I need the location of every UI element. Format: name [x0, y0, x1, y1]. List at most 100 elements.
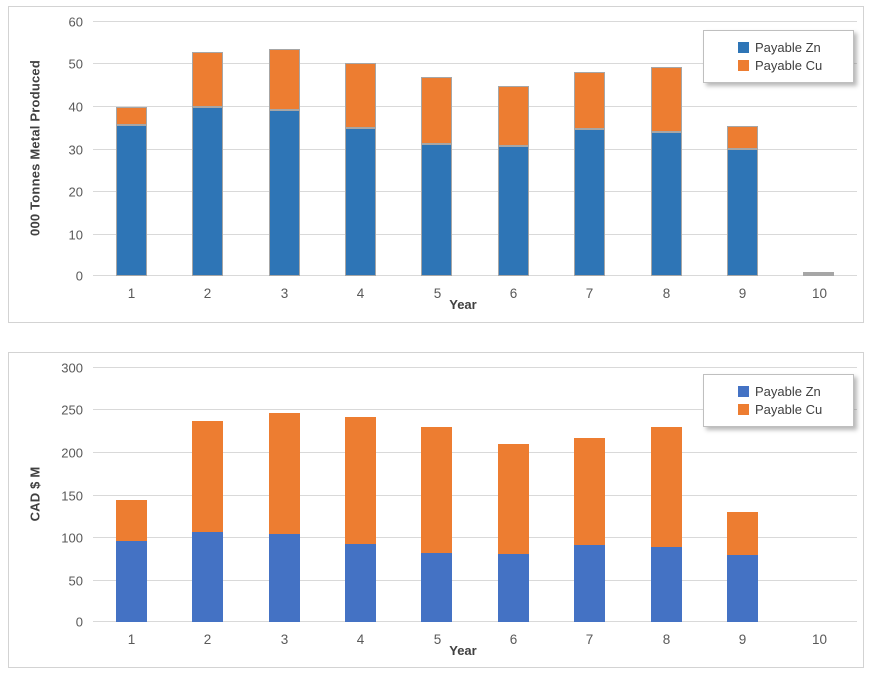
- grid-line: [93, 621, 857, 622]
- bar-stack: [345, 62, 376, 276]
- bar-segment: [498, 443, 529, 554]
- y-tick-label: 50: [68, 573, 83, 588]
- x-tick-label: 9: [738, 632, 747, 647]
- bar-stack: [498, 85, 529, 276]
- bar-segment: [116, 107, 147, 125]
- x-tick-label: 1: [127, 286, 136, 301]
- y-tick-label: 0: [75, 614, 83, 629]
- grid-line: [93, 537, 857, 538]
- bar-stack: [574, 437, 605, 622]
- bar-stack: [116, 500, 147, 622]
- bar-segment: [651, 66, 682, 133]
- y-tick-label: 250: [61, 402, 83, 417]
- legend-item: Payable Cu: [738, 403, 853, 416]
- legend-label: Payable Zn: [755, 384, 821, 399]
- bar-segment: [574, 437, 605, 545]
- grid-line: [93, 367, 857, 368]
- x-tick-label: 10: [811, 632, 828, 647]
- bar-stack: [116, 107, 147, 276]
- x-tick-label: 1: [127, 632, 136, 647]
- bar-stack: [421, 77, 452, 276]
- y-tick-label: 10: [68, 227, 83, 242]
- y-tick-label: 100: [61, 530, 83, 545]
- x-axis-title-production: Year: [449, 297, 477, 312]
- bar-segment: [727, 126, 758, 149]
- bar-segment: [727, 148, 758, 276]
- bar-segment: [269, 110, 300, 276]
- legend-swatch: [738, 60, 749, 71]
- bar-segment: [727, 554, 758, 622]
- bar-segment: [192, 420, 223, 532]
- x-tick-label: 5: [433, 286, 442, 301]
- bar-stack: [727, 512, 758, 622]
- bar-stack: [421, 427, 452, 622]
- bar-segment: [421, 427, 452, 554]
- grid-line: [93, 409, 857, 410]
- x-tick-label: 4: [356, 632, 365, 647]
- bar-segment: [192, 531, 223, 622]
- plot-area-production: 0 10 20 30 40 50 60 1 2 3 4 5 6 7 8 9 10: [69, 14, 857, 301]
- legend-production: Payable Zn Payable Cu: [703, 30, 854, 83]
- y-tick-label: 200: [61, 445, 83, 460]
- bar-segment: [651, 426, 682, 548]
- bar-stack: [269, 49, 300, 276]
- legend-item: Payable Zn: [738, 41, 853, 54]
- x-tick-label: 8: [662, 632, 671, 647]
- bar-segment: [421, 553, 452, 622]
- legend-swatch: [738, 42, 749, 53]
- bar-segment: [269, 534, 300, 622]
- x-tick-label: 2: [203, 632, 212, 647]
- production-chart-panel: 000 Tonnes Metal Produced 0 10 20 30 40 50 60 1…: [8, 6, 864, 323]
- legend-revenue: Payable Zn Payable Cu: [703, 374, 854, 427]
- x-tick-label: 6: [509, 632, 518, 647]
- legend-item: Payable Cu: [738, 59, 853, 72]
- x-tick-label: 3: [280, 286, 289, 301]
- grid-line: [93, 21, 857, 22]
- bar-stack: [574, 71, 605, 276]
- bar-segment: [192, 52, 223, 107]
- x-tick-label: 10: [811, 286, 828, 301]
- bar-stack: [345, 417, 376, 622]
- bar-segment: [651, 547, 682, 622]
- x-tick-label: 6: [509, 286, 518, 301]
- bar-stack: [803, 272, 834, 276]
- bar-segment: [116, 541, 147, 622]
- bar-stack: [192, 52, 223, 276]
- legend-swatch: [738, 404, 749, 415]
- bar-segment: [345, 128, 376, 276]
- x-tick-label: 5: [433, 632, 442, 647]
- bar-stack: [498, 443, 529, 622]
- bar-segment: [345, 62, 376, 129]
- bar-segment: [498, 554, 529, 622]
- grid-line: [93, 580, 857, 581]
- x-tick-label: 3: [280, 632, 289, 647]
- plot-area-revenue: 0 50 100 150 200 250 300 1 2 3 4 5 6 7 8 9 10: [61, 360, 857, 647]
- y-tick-label: 40: [68, 99, 83, 114]
- x-tick-label: 2: [203, 286, 212, 301]
- bar-segment: [421, 144, 452, 276]
- y-tick-label: 20: [68, 184, 83, 199]
- grid-line: [93, 63, 857, 64]
- bar-stack: [651, 66, 682, 276]
- bar-segment: [345, 543, 376, 622]
- x-tick-label: 9: [738, 286, 747, 301]
- x-tick-label: 8: [662, 286, 671, 301]
- bar-segment: [574, 128, 605, 276]
- bar-segment: [345, 417, 376, 544]
- legend-item: Payable Zn: [738, 385, 853, 398]
- legend-label: Payable Cu: [755, 402, 823, 417]
- bar-stack: [269, 412, 300, 622]
- x-tick-label: 7: [585, 286, 594, 301]
- x-tick-label: 4: [356, 286, 365, 301]
- bar-segment: [574, 544, 605, 622]
- bar-segment: [269, 412, 300, 535]
- bar-segment: [269, 49, 300, 111]
- y-tick-label: 0: [75, 268, 83, 283]
- bar-stack: [651, 426, 682, 622]
- grid-line: [93, 234, 857, 235]
- bar-segment: [803, 272, 834, 274]
- y-tick-label: 300: [61, 360, 83, 375]
- x-axis-title-revenue: Year: [449, 643, 477, 658]
- legend-label: Payable Cu: [755, 58, 823, 73]
